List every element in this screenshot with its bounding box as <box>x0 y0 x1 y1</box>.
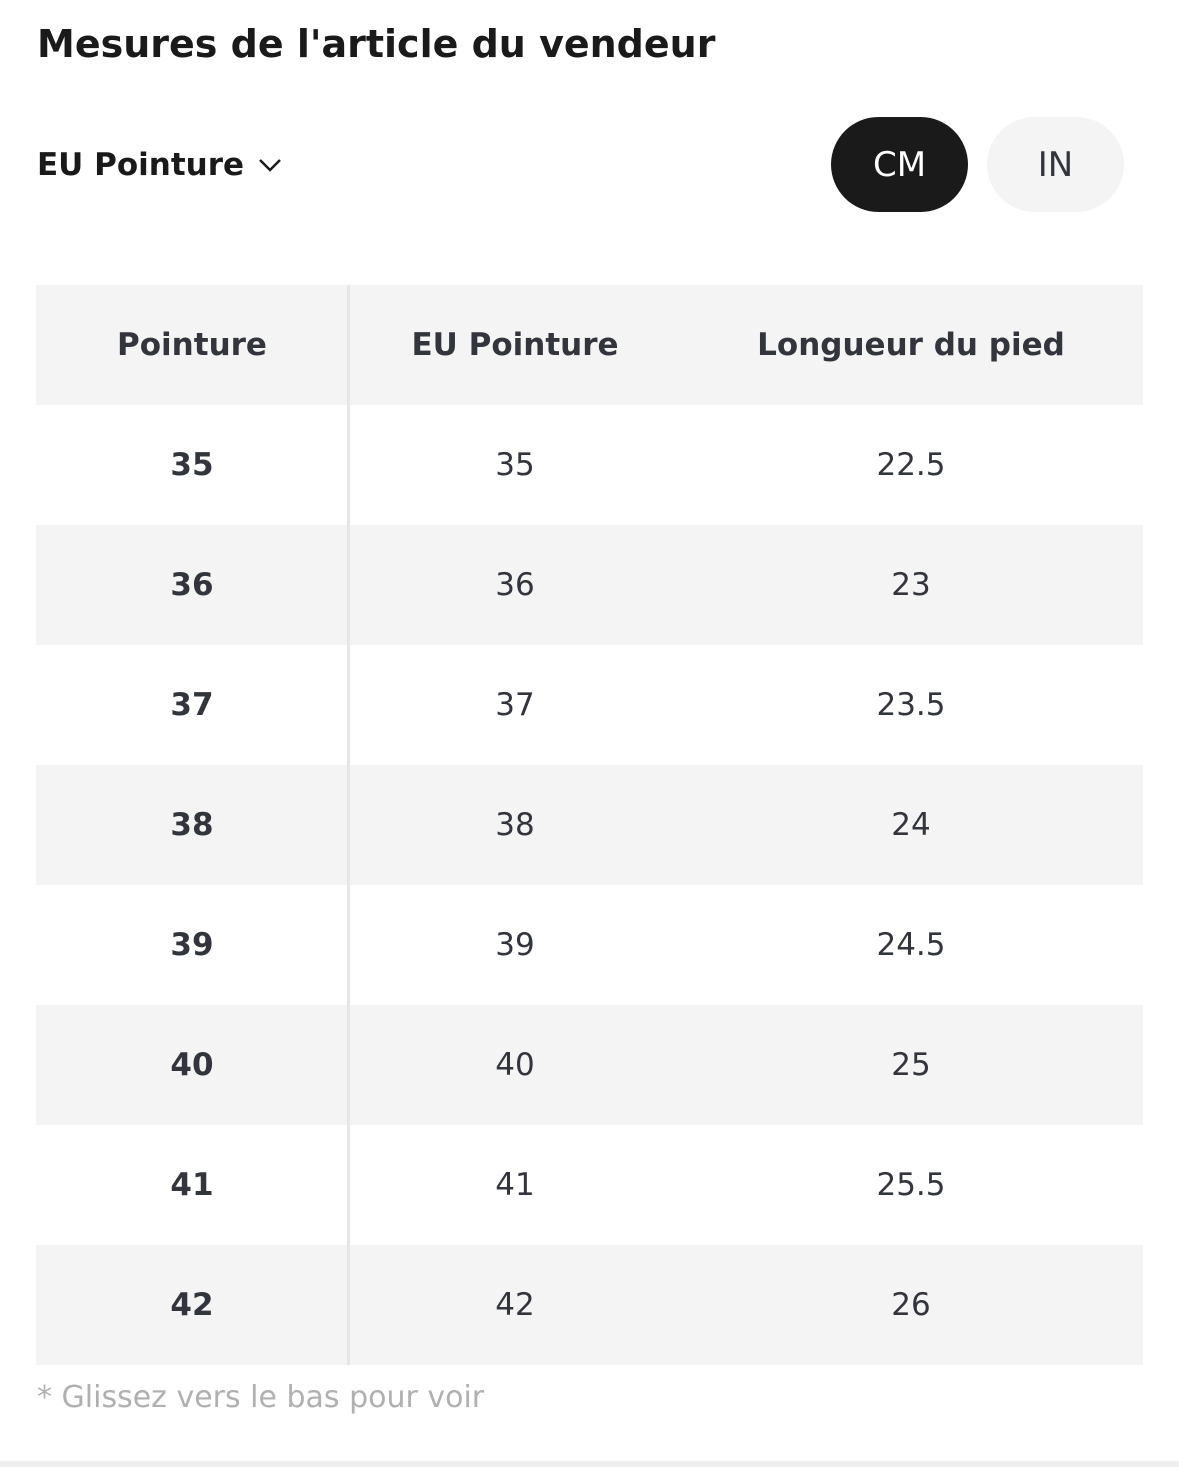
table-cell: 39 <box>170 927 214 963</box>
table-row: 37 37 23.5 <box>36 645 1143 765</box>
table-row: 42 42 26 <box>36 1245 1143 1365</box>
table-cell: 24 <box>891 807 931 843</box>
table-row: 41 41 25.5 <box>36 1125 1143 1245</box>
footnote: * Glissez vers le bas pour voir <box>37 1380 485 1415</box>
column-header: EU Pointure <box>411 327 619 363</box>
table-cell: 41 <box>495 1167 535 1203</box>
table-cell: 25.5 <box>876 1167 946 1203</box>
table-cell: 35 <box>495 447 535 483</box>
table-cell: 36 <box>170 567 214 603</box>
table-row: 39 39 24.5 <box>36 885 1143 1005</box>
selector-label: EU Pointure <box>37 147 245 183</box>
table-cell: 23.5 <box>876 687 946 723</box>
table-cell: 40 <box>170 1047 214 1083</box>
unit-toggle[interactable]: IN <box>987 117 1124 212</box>
table-cell: 37 <box>170 687 214 723</box>
table-cell: 39 <box>495 927 535 963</box>
bottom-separator <box>0 1461 1179 1467</box>
table-header: Pointure EU Pointure Longueur du pied <box>36 285 1143 405</box>
table-cell: 37 <box>495 687 535 723</box>
table-cell: 26 <box>891 1287 931 1323</box>
size-table: Pointure EU Pointure Longueur du pied 35 35 2… <box>36 285 1143 1365</box>
table-row: 35 35 22.5 <box>36 405 1143 525</box>
table-cell: 42 <box>495 1287 535 1323</box>
column-divider <box>347 285 350 1365</box>
table-cell: 23 <box>891 567 931 603</box>
chevron-icon <box>259 159 281 172</box>
unit-toggle[interactable]: CM <box>831 117 968 212</box>
table-cell: 38 <box>170 807 214 843</box>
table-row: 36 36 23 <box>36 525 1143 645</box>
table-cell: 25 <box>891 1047 931 1083</box>
table-cell: 36 <box>495 567 535 603</box>
table-cell: 42 <box>170 1287 214 1323</box>
table-row: 38 38 24 <box>36 765 1143 885</box>
column-header: Pointure <box>117 327 267 363</box>
table-cell: 24.5 <box>876 927 946 963</box>
table-cell: 38 <box>495 807 535 843</box>
table-row: 40 40 25 <box>36 1005 1143 1125</box>
size-system-selector[interactable]: EU Pointure <box>37 140 282 190</box>
table-cell: 41 <box>170 1167 214 1203</box>
title: Mesures de l'article du vendeur <box>37 22 716 66</box>
table-cell: 22.5 <box>876 447 946 483</box>
table-cell: 35 <box>170 447 214 483</box>
column-header: Longueur du pied <box>757 327 1065 363</box>
table-cell: 40 <box>495 1047 535 1083</box>
